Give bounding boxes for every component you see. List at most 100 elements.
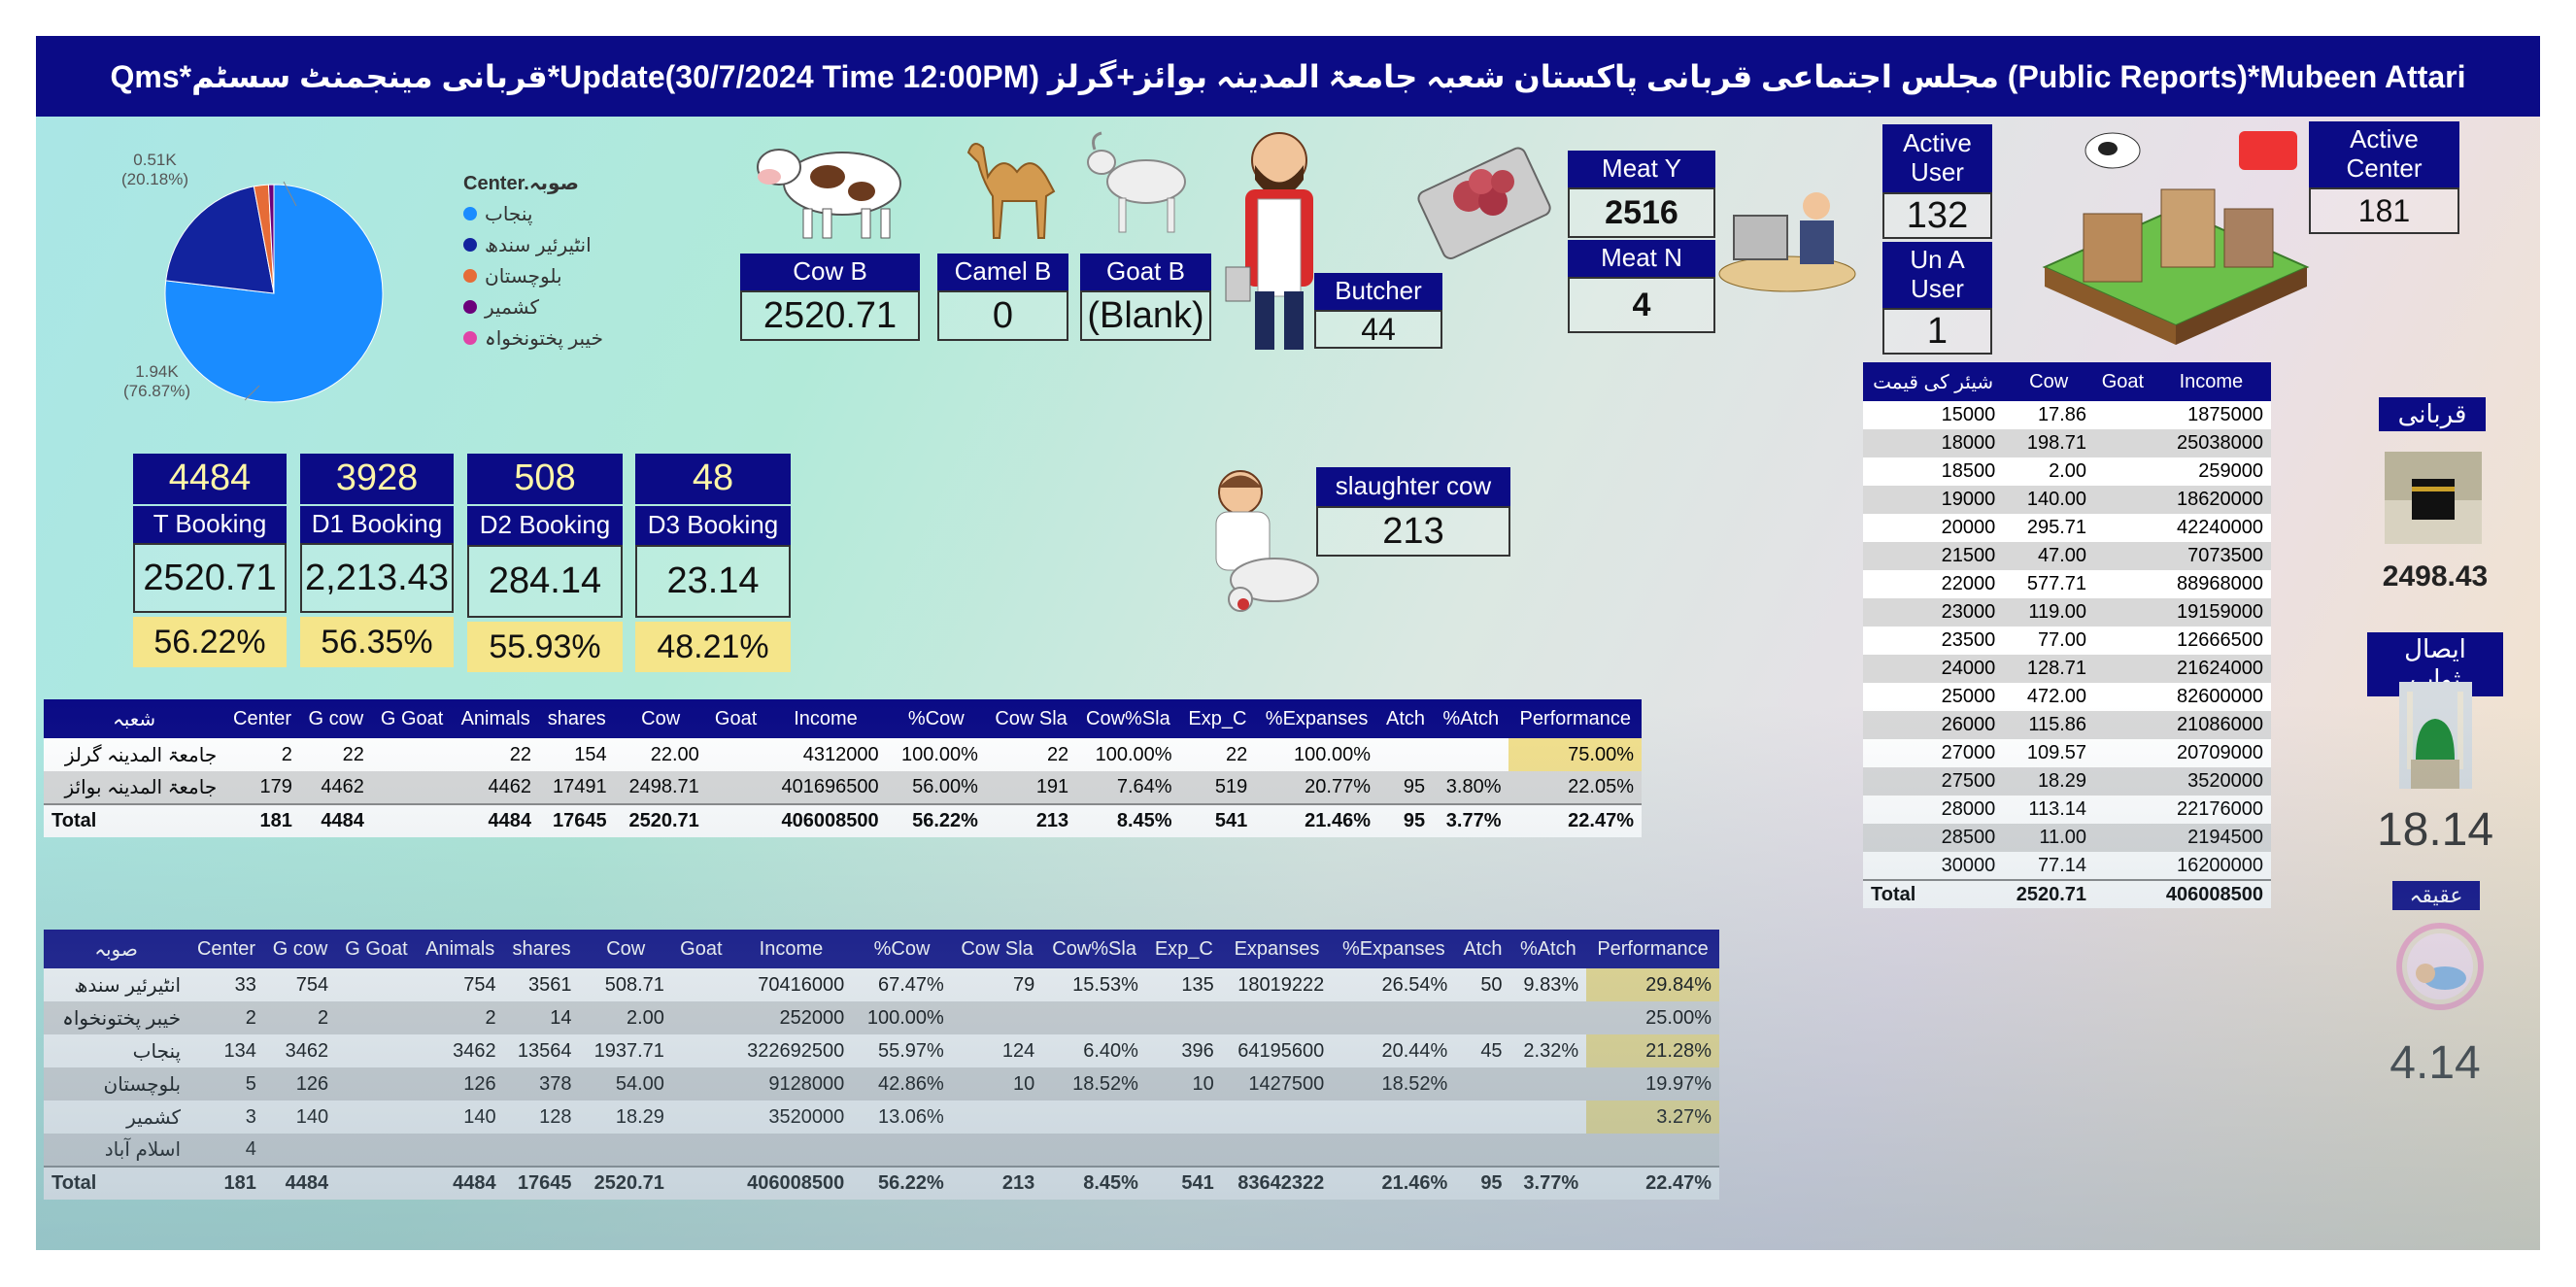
table-row[interactable]: 18000 198.71 25038000 [1863,429,2271,457]
table-row[interactable]: بلوچستان 5 126 126 378 54.00 9128000 42.86% 10 18… [44,1067,1719,1101]
column-header[interactable]: شعبہ [44,699,225,738]
esal-sawab-value: 18.14 [2376,804,2494,856]
column-header[interactable]: Center [188,930,264,968]
table-cell: 18.52% [1332,1067,1456,1101]
column-header[interactable]: Exp_C [1179,699,1256,738]
column-header[interactable]: %Cow [852,930,952,968]
column-header[interactable]: Cow Sla [951,930,1043,968]
shoba-table[interactable]: شعبہ Center G cow G Goat Animals shares Cow Goa… [44,699,1642,837]
legend-item[interactable]: انٹیرئیر سندھ [463,229,603,260]
column-header[interactable]: Cow [614,699,707,738]
table-cell: 75.00% [1508,738,1642,771]
legend-item[interactable]: خیبر پختونخواہ [463,322,603,354]
column-header[interactable]: %Atch [1433,699,1509,738]
column-header[interactable]: %Cow [886,699,986,738]
column-header[interactable]: shares [503,930,580,968]
column-header[interactable]: G Goat [371,699,453,738]
column-header[interactable]: G cow [299,699,372,738]
table-cell: 11.00 [2003,824,2094,852]
column-header[interactable]: شیئر کی قیمت [1863,362,2004,401]
pie-slice[interactable] [267,184,275,294]
column-header[interactable]: Atch [1378,699,1434,738]
table-row[interactable]: 20000 295.71 42240000 [1863,514,2271,542]
column-header[interactable]: Income [2151,362,2271,401]
column-header[interactable]: Goat [2094,362,2152,401]
column-header[interactable]: صوبہ [44,930,189,968]
camel-icon [966,143,1056,239]
table-cell: جامعۃ المدینہ گرلز [64,744,218,766]
share-price-table[interactable]: شیئر کی قیمت Cow Goat Income 15000 17.86 1875… [1863,362,2271,908]
column-header[interactable]: %Expanses [1332,930,1456,968]
column-header[interactable]: G Goat [336,930,417,968]
legend-dot-punjab [463,207,477,220]
table-cell: 20.77% [1255,771,1379,804]
legend-item[interactable]: پنجاب [463,198,603,229]
pie-slice[interactable] [165,186,275,294]
table-row[interactable]: 22000 577.71 88968000 [1863,570,2271,598]
table-cell: 82600000 [2177,686,2263,707]
table-row[interactable]: انٹیرئیر سندھ 33 754 754 3561 508.71 70416000 6… [44,968,1719,1001]
table-cell: 2.00 [579,1001,672,1034]
table-row[interactable]: 25000 472.00 82600000 [1863,683,2271,711]
table-cell: خیبر پختونخواہ [44,1001,189,1034]
table-total-row[interactable]: Total 181 4484 4484 17645 2520.71 406008500 56.… [44,1166,1719,1200]
column-header[interactable]: Animals [416,930,504,968]
column-header[interactable]: Animals [452,699,539,738]
legend-item[interactable]: کشمیر [463,291,603,322]
table-cell: 3561 [527,973,572,996]
column-header[interactable]: %Expanses [1255,699,1379,738]
province-table[interactable]: صوبہ Center G cow G Goat Animals shares Cow Goa… [44,930,1719,1200]
table-total-row[interactable]: Total 2520.71 406008500 [1863,879,2271,908]
table-row[interactable]: خیبر پختونخواہ 2 2 2 14 2.00 252000 100.00% 25.0… [44,1001,1719,1034]
table-row[interactable]: 18500 2.00 259000 [1863,457,2271,486]
table-row[interactable]: 26000 115.86 21086000 [1863,711,2271,739]
table-cell: 4484 [452,803,539,837]
table-row[interactable]: 19000 140.00 18620000 [1863,486,2271,514]
column-header[interactable]: Performance [1508,699,1642,738]
legend-item[interactable]: بلوچستان [463,260,603,291]
column-header[interactable]: Goat [706,699,765,738]
table-row[interactable]: کشمیر 3 140 140 128 18.29 3520000 13.06% 3.27% [44,1101,1719,1134]
column-header[interactable]: G cow [263,930,337,968]
column-header[interactable]: Performance [1586,930,1719,968]
province-pie-chart[interactable] [114,109,434,429]
table-cell [336,1166,417,1200]
column-header[interactable]: Income [729,930,853,968]
table-cell: 70416000 [758,973,845,996]
table-row[interactable]: جامعۃ المدینہ بوائز 179 4462 4462 17491 2498.… [44,771,1642,804]
table-cell: 119.00 [2003,598,2094,627]
table-total-row[interactable]: Total 181 4484 4484 17645 2520.71 406008500 56.… [44,803,1642,837]
column-header[interactable]: shares [538,699,615,738]
table-cell: Total [1863,879,2004,908]
table-cell [1509,1067,1587,1101]
column-header[interactable]: %Atch [1509,930,1587,968]
column-header[interactable]: Goat [671,930,730,968]
table-cell [2094,514,2152,542]
table-row[interactable]: 27000 109.57 20709000 [1863,739,2271,767]
column-header[interactable]: Income [764,699,887,738]
table-row[interactable]: 23500 77.00 12666500 [1863,627,2271,655]
column-header[interactable]: Center [224,699,300,738]
column-header[interactable]: Cow%Sla [1076,699,1180,738]
column-header[interactable]: Cow%Sla [1042,930,1146,968]
column-header[interactable]: Cow Sla [985,699,1077,738]
table-cell: 2 [416,1001,504,1034]
table-row[interactable]: 30000 77.14 16200000 [1863,852,2271,880]
table-row[interactable]: 24000 128.71 21624000 [1863,655,2271,683]
table-row[interactable]: پنجاب 134 3462 3462 13564 1937.71 322692500 55.… [44,1034,1719,1067]
table-row[interactable]: 23000 119.00 19159000 [1863,598,2271,627]
table-cell: 21.46% [1332,1166,1456,1200]
table-row[interactable]: 28500 11.00 2194500 [1863,824,2271,852]
column-header[interactable]: Cow [2003,362,2094,401]
column-header[interactable]: Exp_C [1145,930,1222,968]
table-cell: 126 [263,1067,337,1101]
column-header[interactable]: Expanses [1221,930,1333,968]
table-row[interactable]: 15000 17.86 1875000 [1863,401,2271,429]
table-row[interactable]: 27500 18.29 3520000 [1863,767,2271,796]
table-row[interactable]: اسلام آباد 4 [44,1134,1719,1167]
table-row[interactable]: 21500 47.00 7073500 [1863,542,2271,570]
column-header[interactable]: Cow [579,930,672,968]
column-header[interactable]: Atch [1455,930,1510,968]
table-row[interactable]: جامعۃ المدینہ گرلز 2 22 22 154 22.00 4312000 10… [44,738,1642,771]
table-row[interactable]: 28000 113.14 22176000 [1863,796,2271,824]
